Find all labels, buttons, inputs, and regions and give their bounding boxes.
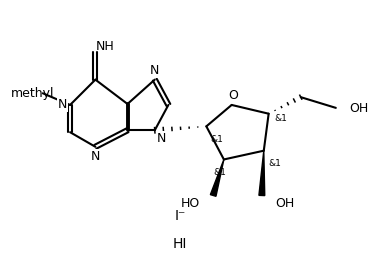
Text: HO: HO [180, 197, 199, 210]
Text: &1: &1 [275, 114, 288, 123]
Text: HI: HI [173, 237, 187, 251]
Text: N: N [157, 131, 166, 145]
Text: &1: &1 [211, 134, 223, 143]
Text: OH: OH [275, 197, 295, 210]
Text: O: O [229, 89, 239, 102]
Text: N: N [58, 98, 67, 111]
Text: N: N [91, 150, 100, 163]
Polygon shape [259, 151, 265, 196]
Text: N: N [150, 64, 159, 77]
Polygon shape [211, 160, 224, 196]
Text: OH: OH [349, 102, 369, 115]
Text: NH: NH [96, 40, 114, 53]
Text: I⁻: I⁻ [174, 209, 186, 223]
Text: methyl: methyl [11, 87, 55, 100]
Text: &1: &1 [268, 159, 281, 168]
Text: &1: &1 [213, 168, 226, 177]
